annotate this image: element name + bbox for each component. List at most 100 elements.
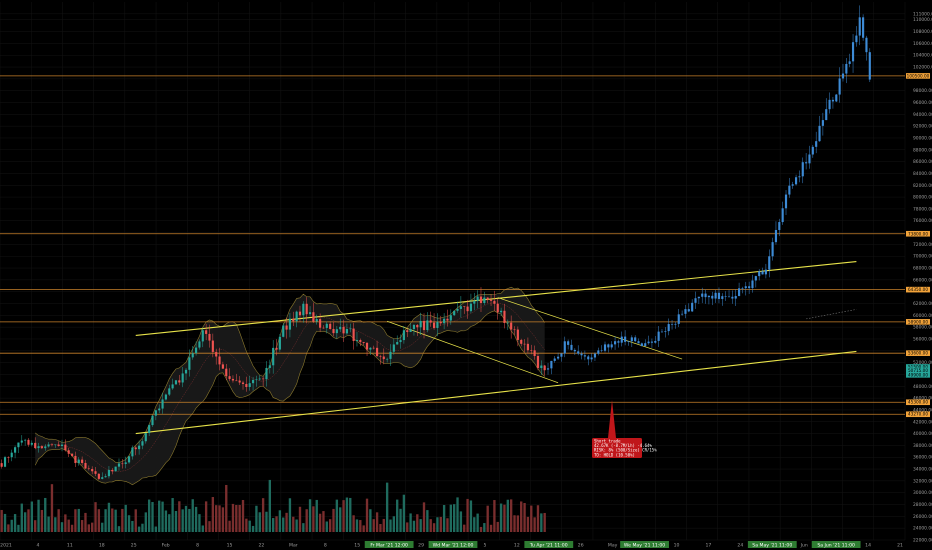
volume-bar [436,517,439,532]
volume-bar [402,494,406,532]
volume-bar [362,525,365,532]
projected-candle-body [754,276,757,281]
volume-bar [245,518,248,532]
volume-bar [178,501,181,532]
projected-candle-body [583,355,586,357]
candle-body [17,442,20,448]
volume-bar [315,499,318,532]
volume-bar [312,506,315,532]
projected-candle-body [801,162,804,177]
volume-bar [473,517,476,532]
volume-bar [352,515,355,532]
volume-bar [191,499,194,532]
candle-body [107,469,111,477]
volume-bar [489,524,493,532]
projected-candle-body [862,17,865,38]
candle-body [7,457,10,458]
candle-body [97,473,100,479]
volume-bar [389,519,392,532]
volume-bar [80,520,84,532]
x-tick-highlight [620,541,669,548]
candle-body [50,444,54,446]
projected-candle-body [764,269,767,275]
candle-body [486,297,489,300]
projected-candles [546,5,871,375]
candle-body [342,326,345,334]
candle-body [493,300,496,304]
volume-bar [325,521,328,532]
volume-bar [211,497,215,532]
projected-candle-body [620,336,623,343]
volume-bar [446,518,449,532]
candle-body [20,440,23,443]
wedge-line-lower [387,320,559,384]
projected-candle-body [577,351,580,354]
projected-candle-body [647,341,650,344]
candle-body [228,376,231,379]
projected-candle-body [617,341,620,343]
candle-body [248,383,251,388]
y-tick-label: 24000.00 [913,526,932,532]
volume-bar [385,482,389,532]
volume-bar [40,509,44,532]
x-tick-label: 26 [578,543,584,549]
y-tick-label: 108000.00 [913,29,932,35]
projected-candle-body [593,353,597,358]
x-tick-label: 5 [483,543,486,549]
price-level-badge [906,350,930,356]
candle-body [195,347,198,354]
price-level-badge [906,230,930,237]
projected-candle-body [624,336,627,342]
y-tick-label: 70000.00 [913,254,932,260]
projected-candle-body [560,353,563,357]
projected-candle-body [808,154,811,164]
price-level-label: 58900.00 [908,319,928,324]
volume-bar [422,502,426,532]
volume-bar [513,515,516,532]
volume-bar [382,518,385,532]
candle-body [382,356,385,360]
projected-candle-body [835,94,838,102]
candle-body [319,319,322,328]
volume-bar [174,510,178,532]
projected-candle-body [815,141,818,147]
candle-body [111,469,114,472]
projected-candle-body [858,17,861,36]
candle-body [218,356,221,365]
x-tick-label: 18 [99,543,105,549]
x-tick-highlight [811,541,861,548]
candle-body [37,446,40,449]
volume-bar [228,520,231,532]
candle-body [402,330,405,341]
candle-body [81,459,84,463]
volume-bar [506,499,509,532]
candle-body [523,343,526,345]
volume-bar [416,514,419,532]
candle-body [181,373,184,383]
projected-candle-body [563,341,566,354]
candle-body [496,303,499,313]
candle-body [345,329,348,334]
price-level-label: 43270.00 [908,412,928,417]
volume-bar [536,505,540,532]
projected-candle-body [667,324,670,332]
candle-body [305,303,308,315]
volume-bar [432,523,436,532]
volume-bar [104,509,107,532]
y-tick-label: 62000.00 [913,301,932,307]
projected-candle-body [731,296,734,299]
volume-bar [282,517,285,532]
projected-candle-body [768,256,771,270]
x-tick-label: 11 [67,543,73,549]
candle-body [396,342,399,345]
y-tick-label: 88000.00 [913,147,932,153]
candle-body [275,347,278,350]
y-tick-label: 82000.00 [913,183,932,189]
volume-bar [154,526,158,532]
candle-body [117,463,121,467]
candle-body [419,320,422,328]
candle-body [84,462,87,469]
candle-body [272,347,275,366]
